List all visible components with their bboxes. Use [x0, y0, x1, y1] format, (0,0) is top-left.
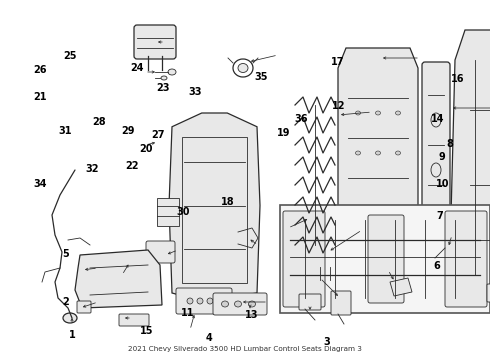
- Polygon shape: [169, 113, 260, 301]
- FancyBboxPatch shape: [134, 25, 176, 59]
- Text: 24: 24: [130, 63, 144, 73]
- Ellipse shape: [395, 151, 400, 155]
- Text: 8: 8: [446, 139, 453, 149]
- Text: 19: 19: [277, 128, 291, 138]
- Text: 14: 14: [431, 114, 445, 124]
- FancyBboxPatch shape: [422, 62, 450, 223]
- Text: 23: 23: [156, 83, 170, 93]
- Text: 4: 4: [206, 333, 213, 343]
- Ellipse shape: [238, 63, 248, 72]
- Ellipse shape: [375, 111, 381, 115]
- Text: 13: 13: [245, 310, 259, 320]
- Text: 22: 22: [125, 161, 139, 171]
- Text: 33: 33: [189, 87, 202, 97]
- Text: 26: 26: [33, 65, 47, 75]
- Ellipse shape: [217, 298, 223, 304]
- Text: 18: 18: [220, 197, 234, 207]
- FancyBboxPatch shape: [331, 291, 351, 315]
- Text: 5: 5: [62, 249, 69, 259]
- Text: 25: 25: [64, 51, 77, 61]
- Ellipse shape: [248, 301, 255, 307]
- Ellipse shape: [161, 76, 167, 80]
- Ellipse shape: [197, 298, 203, 304]
- Text: 29: 29: [122, 126, 135, 136]
- Text: 17: 17: [331, 57, 344, 67]
- FancyBboxPatch shape: [487, 284, 490, 302]
- Text: 10: 10: [436, 179, 450, 189]
- FancyBboxPatch shape: [121, 257, 141, 271]
- Ellipse shape: [207, 298, 213, 304]
- Polygon shape: [450, 30, 490, 295]
- Ellipse shape: [187, 298, 193, 304]
- Text: 20: 20: [140, 144, 153, 154]
- Text: 32: 32: [86, 164, 99, 174]
- Text: 21: 21: [33, 92, 47, 102]
- FancyBboxPatch shape: [368, 215, 404, 303]
- Ellipse shape: [395, 111, 400, 115]
- Text: 31: 31: [59, 126, 73, 136]
- Ellipse shape: [375, 151, 381, 155]
- Text: 11: 11: [181, 308, 195, 318]
- Ellipse shape: [356, 111, 361, 115]
- Polygon shape: [338, 48, 418, 243]
- FancyBboxPatch shape: [119, 314, 149, 326]
- Text: 35: 35: [255, 72, 269, 82]
- Text: 30: 30: [176, 207, 190, 217]
- FancyBboxPatch shape: [445, 211, 487, 307]
- Text: 34: 34: [33, 179, 47, 189]
- Ellipse shape: [63, 313, 77, 323]
- Text: 2: 2: [62, 297, 69, 307]
- Text: 12: 12: [332, 101, 346, 111]
- FancyBboxPatch shape: [241, 294, 259, 308]
- FancyBboxPatch shape: [280, 205, 490, 313]
- Polygon shape: [390, 278, 412, 296]
- Text: 9: 9: [439, 152, 445, 162]
- Ellipse shape: [168, 69, 176, 75]
- Text: 7: 7: [436, 211, 443, 221]
- FancyBboxPatch shape: [299, 294, 321, 310]
- Ellipse shape: [221, 301, 228, 307]
- FancyBboxPatch shape: [146, 241, 175, 263]
- FancyBboxPatch shape: [176, 288, 232, 314]
- Text: 1: 1: [69, 330, 76, 340]
- Polygon shape: [75, 250, 162, 308]
- Text: 15: 15: [140, 326, 153, 336]
- Text: 36: 36: [294, 114, 308, 124]
- Ellipse shape: [235, 301, 242, 307]
- FancyBboxPatch shape: [283, 211, 325, 307]
- Text: 16: 16: [451, 74, 465, 84]
- Text: 27: 27: [151, 130, 165, 140]
- Ellipse shape: [356, 151, 361, 155]
- Text: 6: 6: [434, 261, 441, 271]
- FancyBboxPatch shape: [157, 198, 179, 226]
- FancyBboxPatch shape: [308, 243, 342, 269]
- Text: 3: 3: [323, 337, 330, 347]
- Text: 28: 28: [92, 117, 106, 127]
- FancyBboxPatch shape: [77, 301, 91, 313]
- Text: 2021 Chevy Silverado 3500 HD Lumbar Control Seats Diagram 3: 2021 Chevy Silverado 3500 HD Lumbar Cont…: [128, 346, 362, 352]
- FancyBboxPatch shape: [213, 293, 267, 315]
